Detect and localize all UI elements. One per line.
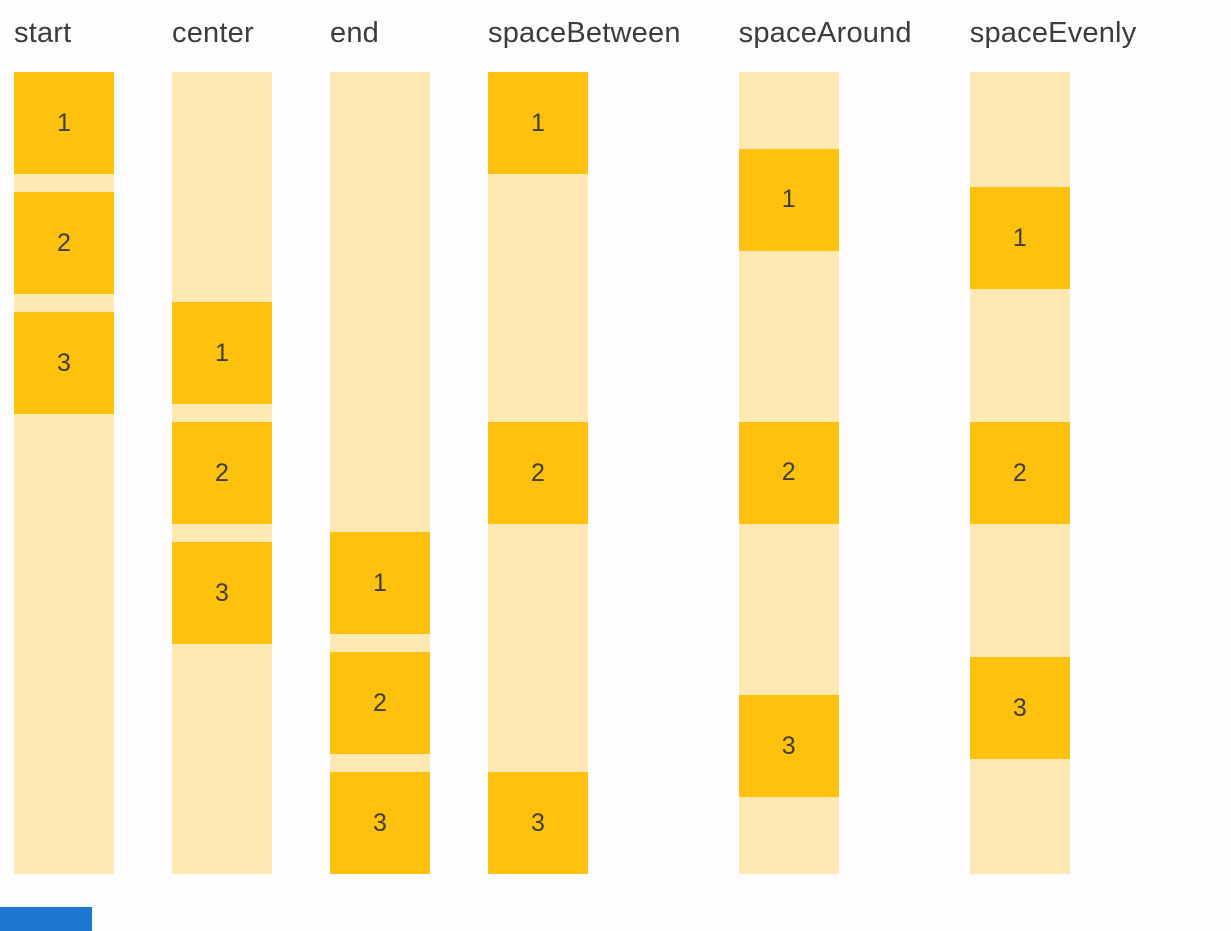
flex-item: 1 <box>738 148 839 251</box>
item-number: 2 <box>57 228 71 257</box>
column-group-space-between: spaceBetween 1 2 3 <box>488 16 681 874</box>
flex-item: 1 <box>172 302 272 404</box>
flex-track: 1 2 3 <box>738 72 839 874</box>
item-number: 2 <box>781 458 796 487</box>
flex-item: 1 <box>14 72 114 174</box>
flex-item: 2 <box>172 422 272 524</box>
item-number: 3 <box>373 808 387 837</box>
item-number: 1 <box>215 338 229 367</box>
flex-item: 1 <box>488 72 588 174</box>
blue-bar-fragment <box>0 907 92 931</box>
item-number: 3 <box>215 578 229 607</box>
item-number: 3 <box>781 731 796 760</box>
item-number: 1 <box>1012 223 1027 252</box>
flex-item: 2 <box>969 422 1070 524</box>
columns-row: start 1 2 3 center 1 2 3 end 1 2 3 <box>14 16 1137 874</box>
flex-item: 3 <box>172 542 272 644</box>
flex-track: 1 2 3 <box>330 72 430 874</box>
column-label: center <box>172 17 254 49</box>
flex-item: 3 <box>488 772 588 874</box>
item-number: 2 <box>531 458 545 487</box>
column-group-start: start 1 2 3 <box>14 16 114 874</box>
item-number: 2 <box>1012 458 1027 487</box>
column-label: end <box>330 17 379 49</box>
item-number: 3 <box>531 808 545 837</box>
item-number: 1 <box>57 108 71 137</box>
flex-item: 1 <box>330 532 430 634</box>
flex-item: 2 <box>738 421 839 524</box>
flex-item: 3 <box>738 695 839 798</box>
column-label: spaceAround <box>738 17 912 49</box>
item-number: 3 <box>1012 693 1027 722</box>
flex-track: 1 2 3 <box>14 72 114 874</box>
item-number: 2 <box>215 458 229 487</box>
flex-item: 1 <box>969 187 1070 289</box>
flex-item: 2 <box>14 192 114 294</box>
item-number: 1 <box>531 108 545 137</box>
flex-item: 3 <box>330 772 430 874</box>
column-group-space-evenly: spaceEvenly 1 2 3 <box>969 16 1137 874</box>
column-group-center: center 1 2 3 <box>172 16 272 874</box>
column-label: start <box>14 17 72 49</box>
flex-item: 2 <box>330 652 430 754</box>
item-number: 1 <box>373 568 387 597</box>
item-number: 1 <box>781 185 796 214</box>
flex-track: 1 2 3 <box>488 72 588 874</box>
item-number: 2 <box>373 688 387 717</box>
flex-track: 1 2 3 <box>172 72 272 874</box>
column-label: spaceBetween <box>488 17 681 49</box>
column-group-space-around: spaceAround 1 2 3 <box>738 16 912 874</box>
flex-track: 1 2 3 <box>969 72 1070 874</box>
column-label: spaceEvenly <box>969 17 1137 49</box>
flex-item: 2 <box>488 422 588 524</box>
flex-item: 3 <box>969 657 1070 759</box>
column-group-end: end 1 2 3 <box>330 16 430 874</box>
item-number: 3 <box>57 348 71 377</box>
flex-item: 3 <box>14 312 114 414</box>
